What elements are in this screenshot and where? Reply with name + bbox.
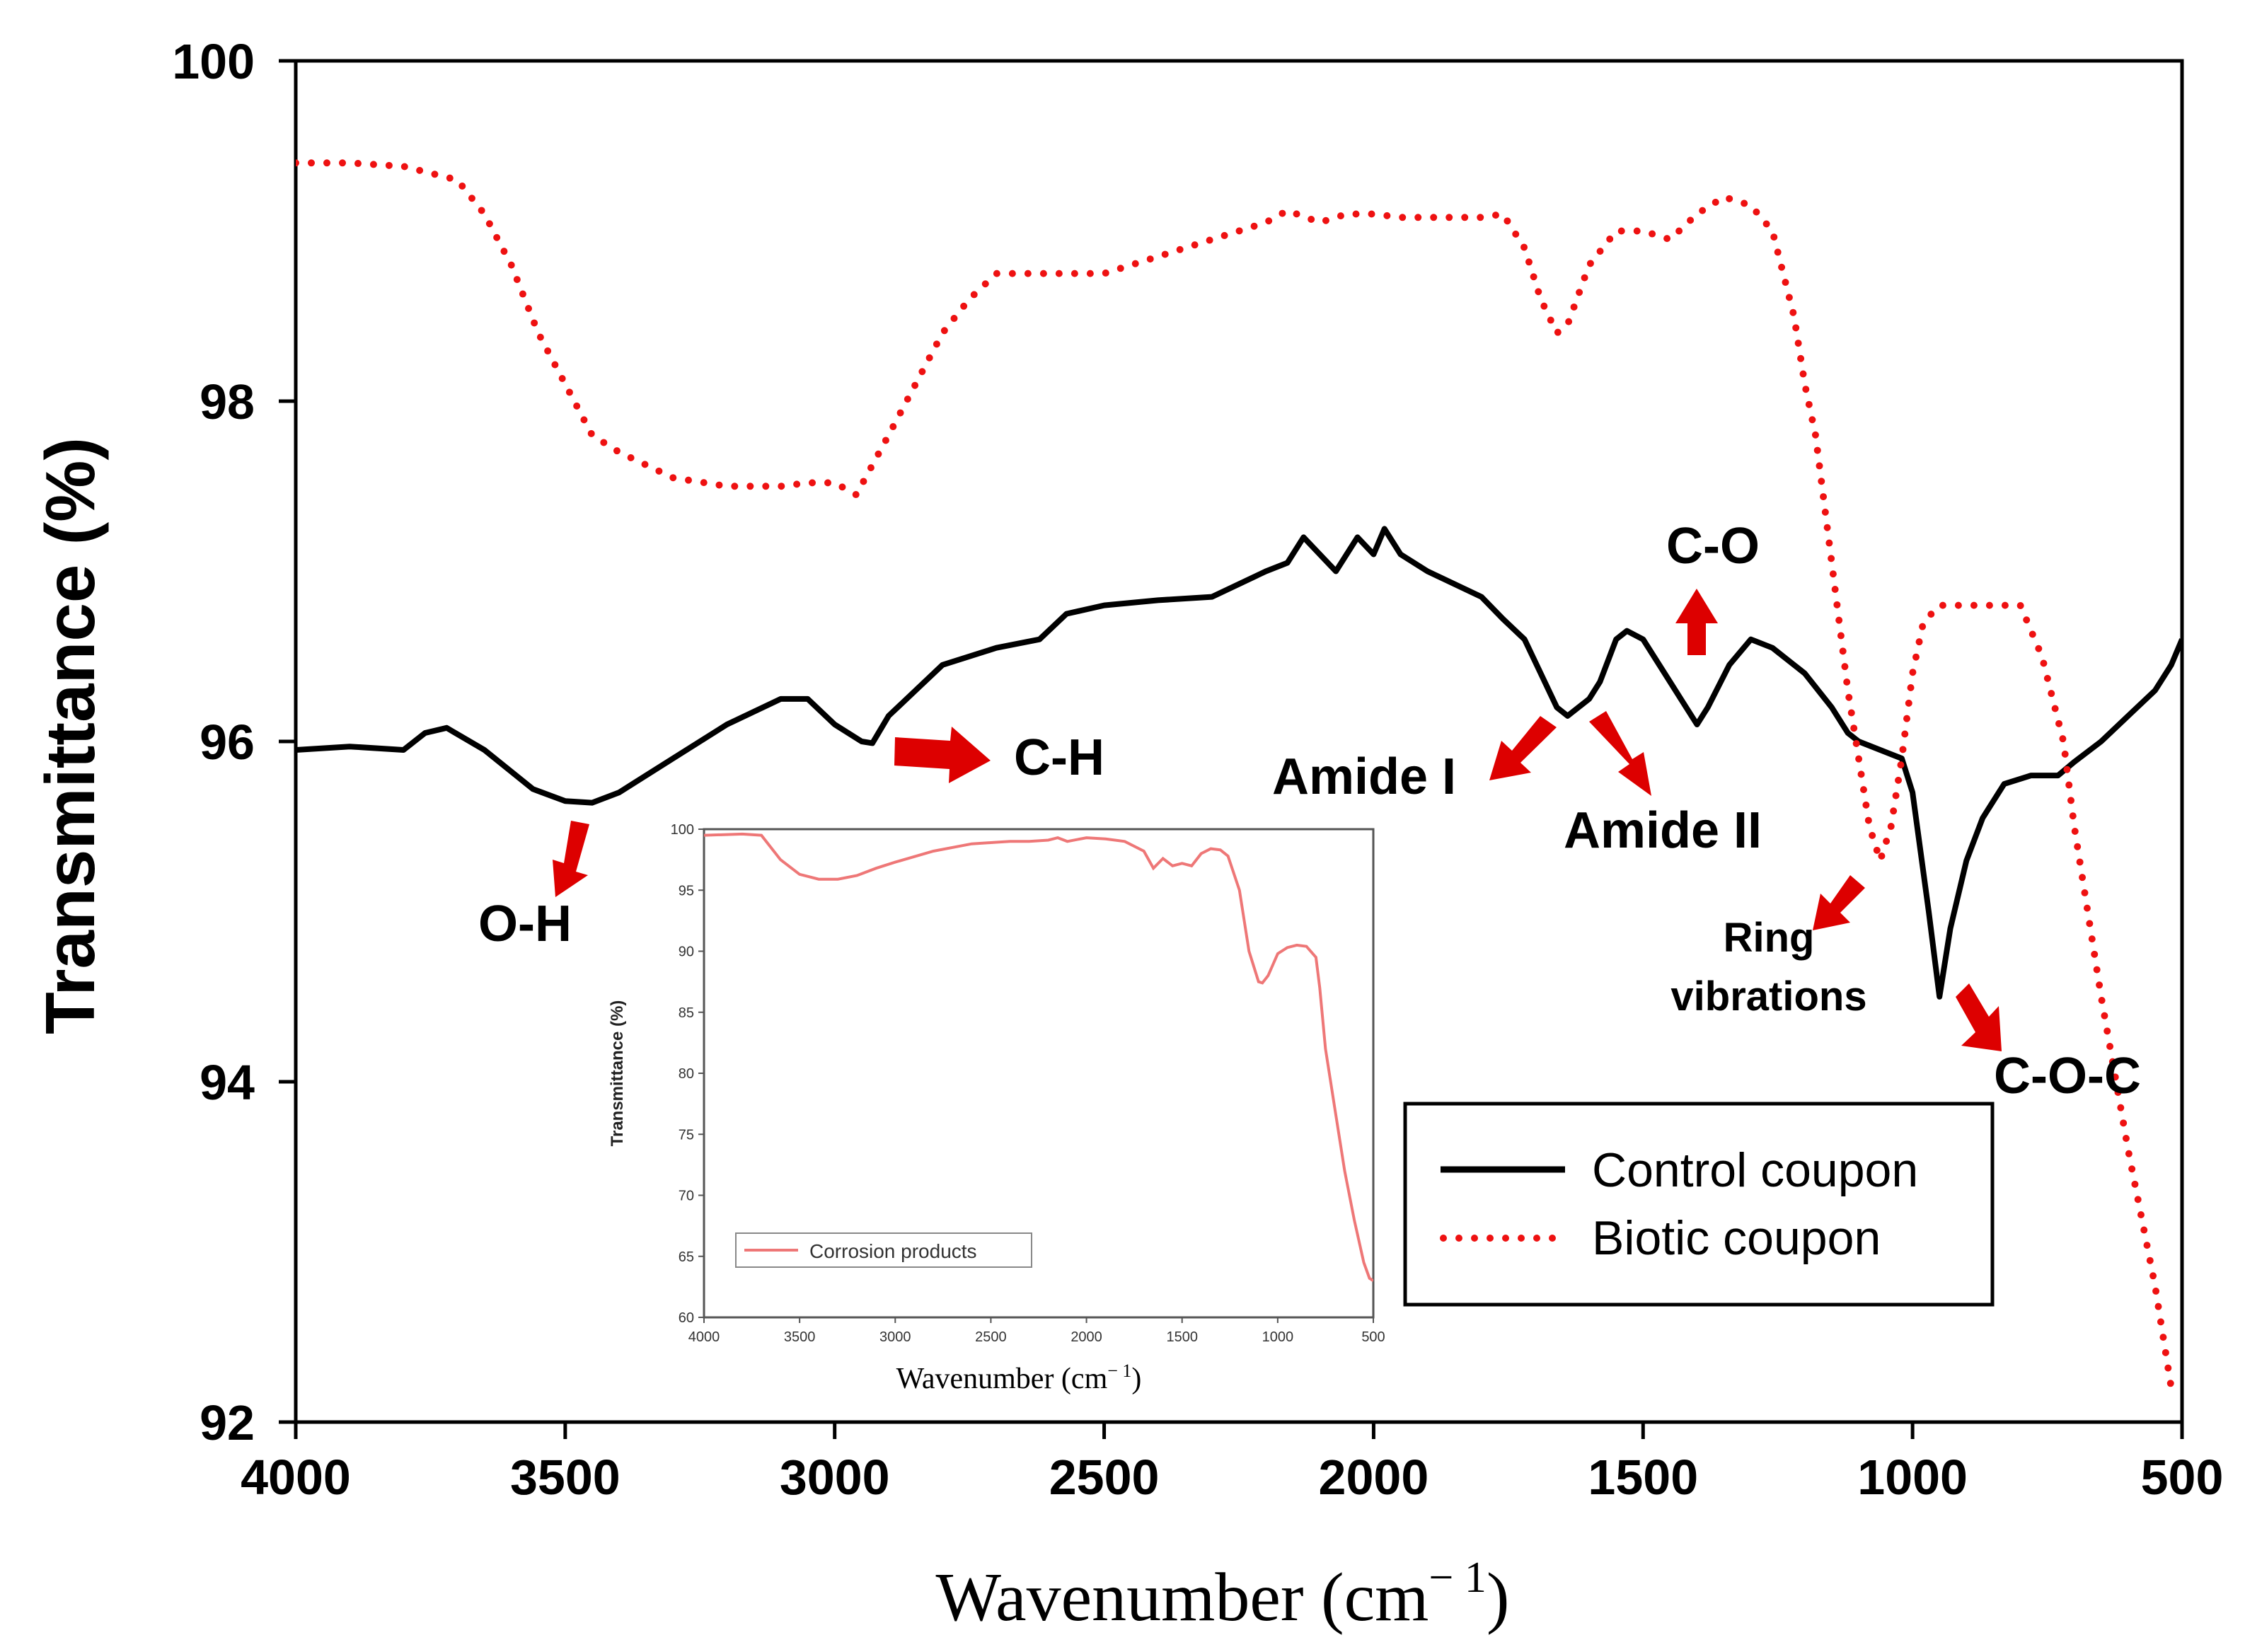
inset-legend: Corrosion products <box>735 1232 1032 1268</box>
arrow-amide-i-icon <box>1489 716 1557 780</box>
arrow-o-h-icon <box>553 821 589 897</box>
legend-box <box>1403 1102 1995 1307</box>
inset-y-tick-label-95: 95 <box>679 883 694 899</box>
main-axes: 4000 3500 3000 2500 2000 1500 1000 500 92 94 96 98 1… <box>172 34 2223 1505</box>
arrow-c-o-c-icon <box>1956 983 2002 1051</box>
inset-x-tick-label-3000: 3000 <box>879 1329 911 1345</box>
x-tick-label-1000: 1000 <box>1857 1450 1968 1505</box>
label-vibrations: vibrations <box>1670 974 1866 1019</box>
inset-x-axis-title: Wavenumber (cm− 1) <box>896 1361 1142 1395</box>
x-axis-title: Wavenumber (cm− 1) <box>936 1554 1510 1636</box>
inset-x-tick-label-1500: 1500 <box>1166 1329 1198 1345</box>
inset-y-tick-label-60: 60 <box>679 1310 694 1326</box>
inset-x-tick-label-1000: 1000 <box>1262 1329 1294 1345</box>
inset-background <box>651 821 1380 1401</box>
inset-y-tick-label-85: 85 <box>679 1005 694 1021</box>
inset-x-tick-label-2000: 2000 <box>1070 1329 1102 1345</box>
arrow-amide-ii-icon <box>1589 711 1651 796</box>
x-tick-label-4000: 4000 <box>241 1450 351 1505</box>
inset-legend-box <box>735 1232 1032 1268</box>
y-tick-label-92: 92 <box>200 1395 255 1450</box>
x-tick-label-3000: 3000 <box>780 1450 890 1505</box>
y-tick-label-100: 100 <box>172 34 255 89</box>
series-line-control-coupon <box>296 526 2182 1000</box>
label-c-o: C-O <box>1666 518 1760 574</box>
y-axis-title: Transmittance (%) <box>31 437 109 1034</box>
inset-y-tick-label-65: 65 <box>679 1249 694 1265</box>
legend-label-control: Control coupon <box>1592 1143 1918 1197</box>
x-tick-label-2000: 2000 <box>1319 1450 1429 1505</box>
y-tick-label-96: 96 <box>200 715 255 770</box>
inset-x-tick-label-3500: 3500 <box>784 1329 816 1345</box>
inset-y-tick-label-75: 75 <box>679 1127 694 1143</box>
inset-y-tick-label-70: 70 <box>679 1189 694 1204</box>
inset-x-tick-label-4000: 4000 <box>688 1329 720 1345</box>
label-amide-ii: Amide II <box>1564 802 1762 859</box>
x-tick-label-500: 500 <box>2141 1450 2224 1505</box>
x-tick-label-1500: 1500 <box>1588 1450 1698 1505</box>
label-ring: Ring <box>1724 915 1815 961</box>
inset-x-tick-label-500: 500 <box>1361 1329 1385 1345</box>
inset-y-axis-title: Transmittance (%) <box>608 1000 627 1147</box>
arrow-c-h-icon <box>894 727 991 783</box>
x-tick-label-2500: 2500 <box>1049 1450 1160 1505</box>
label-c-h: C-H <box>1014 729 1104 786</box>
inset-y-tick-label-80: 80 <box>679 1066 694 1082</box>
y-tick-label-98: 98 <box>200 374 255 429</box>
inset-chart: 4000 3500 3000 2500 2000 1500 1000 500 60 65 70 75 8… <box>608 821 1385 1401</box>
label-o-h: O-H <box>478 896 572 952</box>
arrow-c-o-icon <box>1675 589 1718 655</box>
legend-label-biotic: Biotic coupon <box>1592 1211 1881 1265</box>
label-amide-i: Amide I <box>1272 749 1456 805</box>
series-line-biotic-coupon <box>296 159 2175 1392</box>
legend: Control coupon Biotic coupon <box>1403 1102 1995 1307</box>
inset-series-line-corrosion-products <box>704 832 1373 1282</box>
inset-y-tick-label-90: 90 <box>679 945 694 960</box>
inset-y-tick-label-100: 100 <box>671 822 694 838</box>
inset-x-tick-label-2500: 2500 <box>975 1329 1007 1345</box>
annotation-arrows <box>553 589 2002 1051</box>
label-c-o-c: C-O-C <box>1994 1048 2141 1104</box>
y-tick-label-94: 94 <box>200 1055 255 1110</box>
arrow-ring-vibrations-icon <box>1813 875 1865 930</box>
x-tick-label-3500: 3500 <box>510 1450 621 1505</box>
inset-axes: 4000 3500 3000 2500 2000 1500 1000 500 60 65 70 75 8… <box>671 822 1385 1345</box>
inset-legend-label: Corrosion products <box>809 1240 977 1262</box>
